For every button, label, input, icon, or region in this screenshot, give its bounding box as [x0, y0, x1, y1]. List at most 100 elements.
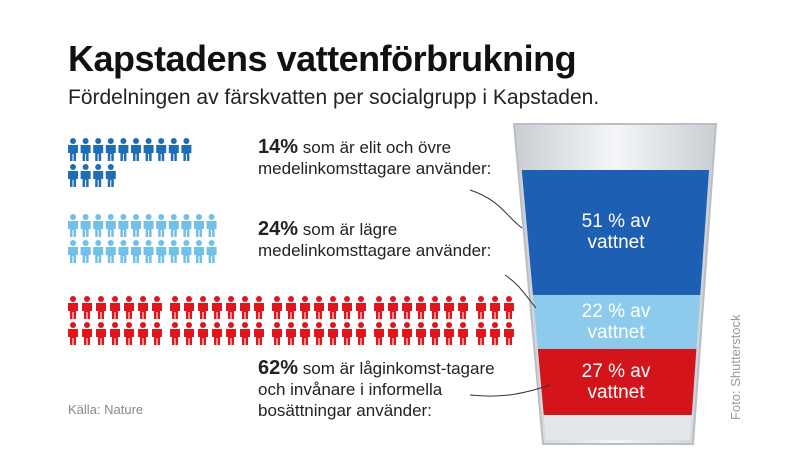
source: Källa: Nature: [68, 402, 144, 417]
person-head: [208, 240, 215, 246]
person-body: [138, 303, 148, 319]
person-body: [226, 329, 236, 345]
person-body: [388, 329, 398, 345]
person-head: [98, 322, 104, 328]
icon-group: [68, 296, 514, 345]
person-body: [168, 221, 179, 237]
person-head: [242, 322, 248, 328]
person-body: [131, 221, 141, 237]
percent-label: 62%: [258, 357, 299, 379]
person-head: [330, 296, 336, 302]
person-head: [170, 214, 177, 220]
person-body: [184, 303, 194, 319]
person-body: [206, 247, 217, 263]
percent-label: 24%: [258, 218, 299, 240]
person-body: [374, 329, 384, 345]
person-body: [328, 303, 338, 319]
person-body: [68, 303, 78, 319]
person-body: [80, 221, 91, 237]
water: [518, 170, 712, 440]
person-body: [93, 221, 104, 237]
person-head: [196, 214, 202, 220]
person-body: [490, 303, 500, 319]
segment-label: 51 % av vattnet: [581, 211, 651, 254]
person-head: [120, 138, 127, 144]
person-head: [133, 214, 139, 220]
person-body: [93, 145, 104, 161]
person-head: [172, 296, 178, 302]
person-head: [98, 296, 104, 302]
person-head: [242, 296, 248, 302]
person-head: [446, 322, 452, 328]
person-head: [170, 138, 177, 144]
person-body: [272, 329, 282, 345]
group-text: 14% som är elit och övre medelinkomsttag…: [258, 137, 513, 179]
person-head: [70, 138, 76, 144]
person-body: [181, 247, 192, 263]
person-head: [95, 240, 102, 246]
person-head: [107, 164, 114, 170]
person-head: [256, 296, 262, 302]
group-text: 24% som är lägre medelinkomsttagare anvä…: [258, 219, 513, 261]
person-body: [504, 329, 514, 345]
person-body: [444, 329, 454, 345]
person-body: [118, 247, 129, 263]
person-head: [288, 296, 294, 302]
person-head: [145, 240, 152, 246]
segment-label: 27 % av vattnet: [581, 360, 651, 403]
person-body: [374, 303, 384, 319]
person-body: [82, 303, 92, 319]
person-body: [168, 145, 179, 161]
person-head: [478, 296, 484, 302]
group-text: 62% som är låginkomst-tagare och invånar…: [258, 358, 518, 421]
person-body: [342, 329, 352, 345]
person-body: [96, 329, 106, 345]
person-body: [458, 329, 468, 345]
water-segment: [518, 294, 712, 349]
person-body: [300, 329, 310, 345]
person-body: [80, 247, 91, 263]
person-head: [107, 214, 114, 220]
person-head: [107, 240, 114, 246]
person-body: [286, 329, 296, 345]
person-head: [70, 240, 76, 246]
person-head: [172, 322, 178, 328]
person-head: [358, 296, 364, 302]
person-head: [228, 296, 234, 302]
person-body: [143, 221, 154, 237]
person-head: [84, 322, 90, 328]
water-segment: [518, 348, 712, 415]
person-body: [152, 303, 162, 319]
person-body: [118, 221, 129, 237]
pictograph: [68, 138, 514, 345]
person-body: [110, 329, 120, 345]
water-segment: [518, 170, 712, 295]
person-body: [444, 303, 454, 319]
person-head: [183, 138, 190, 144]
person-body: [328, 329, 338, 345]
person-head: [95, 164, 102, 170]
person-head: [196, 240, 202, 246]
person-body: [206, 221, 217, 237]
person-body: [402, 303, 412, 319]
person-body: [342, 303, 352, 319]
arrow: [504, 274, 537, 309]
person-head: [446, 296, 452, 302]
person-head: [228, 322, 234, 328]
person-head: [158, 138, 165, 144]
person-body: [143, 145, 154, 161]
person-head: [126, 296, 132, 302]
person-head: [432, 322, 438, 328]
group-label: som är låginkomst-tagare och invånare i …: [258, 359, 495, 420]
person-head: [256, 322, 262, 328]
icon-group: [68, 138, 192, 187]
person-body: [356, 303, 366, 319]
person-body: [416, 329, 426, 345]
person-head: [492, 322, 498, 328]
person-body: [105, 171, 116, 187]
person-body: [68, 171, 78, 187]
icon-group: [68, 214, 217, 263]
person-head: [145, 214, 152, 220]
